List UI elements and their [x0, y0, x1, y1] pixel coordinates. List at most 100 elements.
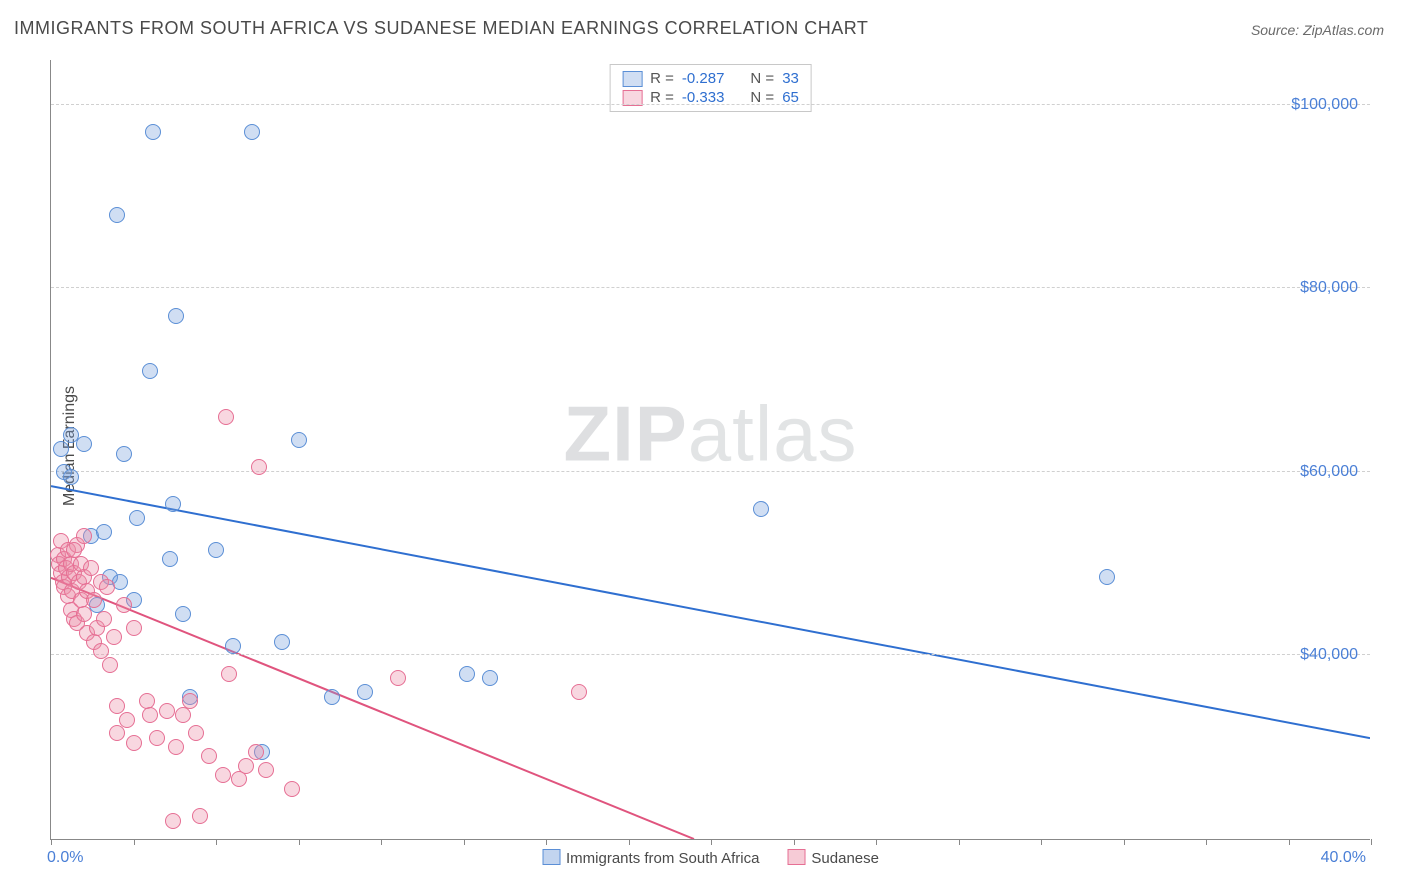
- x-tick: [629, 839, 630, 845]
- data-point: [215, 767, 231, 783]
- data-point: [357, 684, 373, 700]
- chart-plot-area: ZIPatlas R =-0.287N =33R =-0.333N =65 0.…: [50, 60, 1370, 840]
- data-point: [116, 597, 132, 613]
- data-point: [53, 441, 69, 457]
- data-point: [102, 657, 118, 673]
- data-point: [116, 446, 132, 462]
- data-point: [76, 436, 92, 452]
- x-tick: [959, 839, 960, 845]
- x-tick: [51, 839, 52, 845]
- data-point: [162, 551, 178, 567]
- legend-n-label: N =: [750, 70, 774, 87]
- data-point: [142, 363, 158, 379]
- data-point: [76, 528, 92, 544]
- data-point: [324, 689, 340, 705]
- data-point: [109, 207, 125, 223]
- x-tick: [464, 839, 465, 845]
- data-point: [168, 308, 184, 324]
- data-point: [96, 611, 112, 627]
- x-axis-max-label: 40.0%: [1321, 849, 1366, 867]
- data-point: [76, 606, 92, 622]
- x-tick: [299, 839, 300, 845]
- x-tick: [216, 839, 217, 845]
- x-tick: [1289, 839, 1290, 845]
- data-point: [106, 629, 122, 645]
- gridline: [51, 104, 1370, 105]
- data-point: [126, 620, 142, 636]
- legend-swatch: [542, 849, 560, 865]
- legend-series-label: Sudanese: [811, 850, 879, 867]
- watermark: ZIPatlas: [563, 388, 857, 479]
- gridline: [51, 654, 1370, 655]
- data-point: [142, 707, 158, 723]
- data-point: [66, 542, 82, 558]
- data-point: [225, 638, 241, 654]
- source-prefix: Source:: [1251, 22, 1303, 38]
- data-point: [145, 124, 161, 140]
- legend-swatch: [787, 849, 805, 865]
- data-point: [221, 666, 237, 682]
- data-point: [1099, 569, 1115, 585]
- x-tick: [381, 839, 382, 845]
- data-point: [129, 510, 145, 526]
- data-point: [244, 124, 260, 140]
- trend-lines: [51, 60, 1370, 839]
- data-point: [459, 666, 475, 682]
- x-tick: [794, 839, 795, 845]
- legend-series-label: Immigrants from South Africa: [566, 850, 759, 867]
- data-point: [238, 758, 254, 774]
- data-point: [571, 684, 587, 700]
- y-tick-label: $40,000: [1300, 646, 1358, 664]
- data-point: [258, 762, 274, 778]
- watermark-bold: ZIP: [563, 389, 687, 477]
- x-tick: [546, 839, 547, 845]
- data-point: [192, 808, 208, 824]
- x-tick: [1206, 839, 1207, 845]
- watermark-rest: atlas: [688, 389, 858, 477]
- source-name: ZipAtlas.com: [1303, 22, 1384, 38]
- legend-n-value: 33: [782, 70, 799, 87]
- data-point: [182, 693, 198, 709]
- data-point: [188, 725, 204, 741]
- data-point: [119, 712, 135, 728]
- y-tick-label: $100,000: [1291, 96, 1358, 114]
- data-point: [63, 469, 79, 485]
- legend-r-label: R =: [650, 70, 674, 87]
- x-tick: [1371, 839, 1372, 845]
- x-tick: [876, 839, 877, 845]
- gridline: [51, 287, 1370, 288]
- legend-series: Immigrants from South Africa Sudanese: [542, 849, 879, 867]
- data-point: [251, 459, 267, 475]
- data-point: [86, 592, 102, 608]
- data-point: [753, 501, 769, 517]
- data-point: [99, 579, 115, 595]
- data-point: [231, 771, 247, 787]
- data-point: [96, 524, 112, 540]
- data-point: [218, 409, 234, 425]
- data-point: [168, 739, 184, 755]
- data-point: [208, 542, 224, 558]
- data-point: [175, 606, 191, 622]
- data-point: [390, 670, 406, 686]
- legend-swatch: [622, 71, 642, 87]
- legend-series-item: Immigrants from South Africa: [542, 849, 759, 867]
- data-point: [165, 813, 181, 829]
- data-point: [165, 496, 181, 512]
- data-point: [126, 735, 142, 751]
- trend-line: [51, 486, 1370, 738]
- data-point: [284, 781, 300, 797]
- data-point: [248, 744, 264, 760]
- x-axis-min-label: 0.0%: [47, 849, 83, 867]
- data-point: [149, 730, 165, 746]
- gridline: [51, 471, 1370, 472]
- x-tick: [711, 839, 712, 845]
- y-tick-label: $60,000: [1300, 463, 1358, 481]
- data-point: [291, 432, 307, 448]
- data-point: [482, 670, 498, 686]
- source-attribution: Source: ZipAtlas.com: [1251, 22, 1384, 38]
- data-point: [201, 748, 217, 764]
- legend-r-value: -0.287: [682, 70, 725, 87]
- x-tick: [134, 839, 135, 845]
- data-point: [274, 634, 290, 650]
- legend-series-item: Sudanese: [787, 849, 879, 867]
